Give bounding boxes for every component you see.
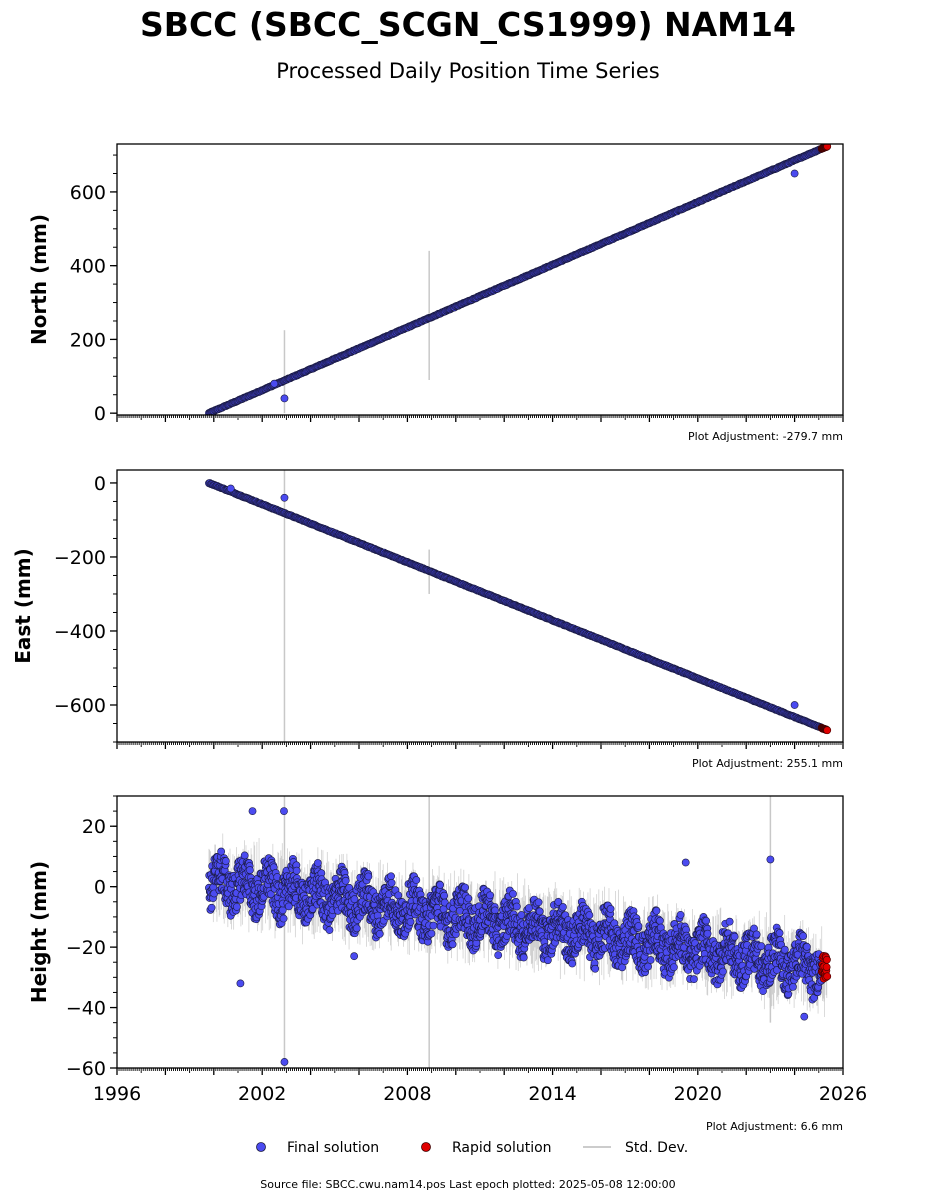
plot-area bbox=[205, 796, 832, 1068]
plot-area bbox=[205, 470, 832, 742]
final-point bbox=[525, 904, 533, 912]
final-point bbox=[790, 169, 799, 178]
final-point bbox=[702, 916, 711, 925]
final-point bbox=[350, 895, 359, 904]
final-point bbox=[486, 891, 494, 900]
final-point bbox=[644, 962, 652, 971]
final-point bbox=[375, 930, 384, 938]
y-tick-label: −600 bbox=[54, 695, 106, 717]
final-point bbox=[280, 493, 289, 502]
plot-area bbox=[205, 144, 832, 415]
plot-adjustment-label: Plot Adjustment: 255.1 mm bbox=[692, 757, 843, 770]
final-point bbox=[703, 929, 712, 938]
final-point bbox=[730, 932, 739, 941]
rapid-point bbox=[823, 726, 832, 735]
final-point bbox=[436, 881, 445, 889]
chart-subtitle: Processed Daily Position Time Series bbox=[276, 59, 660, 83]
final-point bbox=[568, 959, 577, 968]
final-point bbox=[387, 878, 396, 887]
final-point bbox=[535, 907, 544, 916]
final-point bbox=[266, 890, 275, 899]
final-point bbox=[719, 967, 727, 976]
final-point bbox=[341, 876, 350, 885]
final-point bbox=[364, 872, 373, 881]
final-point bbox=[534, 898, 543, 907]
final-point bbox=[509, 889, 517, 898]
y-axis-label: East (mm) bbox=[11, 548, 35, 664]
y-tick-label: −400 bbox=[54, 621, 106, 643]
final-point bbox=[676, 910, 685, 919]
y-tick-label: −200 bbox=[54, 547, 106, 569]
final-point bbox=[690, 975, 698, 984]
final-point bbox=[440, 898, 449, 907]
final-point bbox=[448, 940, 457, 949]
final-point bbox=[440, 891, 449, 900]
final-point bbox=[284, 902, 293, 911]
final-point bbox=[412, 876, 421, 884]
panel-2: 0 −200 −400 −600 East (mm) Plot Adjustment: 2… bbox=[11, 469, 844, 770]
panels-group: 0 200 400 600 North (mm) Plot Adjustment: -27… bbox=[11, 143, 867, 1133]
final-point bbox=[512, 902, 521, 911]
final-point bbox=[461, 883, 469, 892]
y-tick-label: 0 bbox=[94, 403, 106, 425]
final-point bbox=[790, 701, 799, 709]
final-point bbox=[517, 911, 526, 919]
final-point bbox=[226, 484, 235, 493]
final-point bbox=[270, 379, 279, 388]
final-point bbox=[292, 866, 301, 875]
final-point bbox=[554, 898, 563, 906]
y-tick-label: 600 bbox=[70, 182, 106, 204]
chart-title: SBCC (SBCC_SCGN_CS1999) NAM14 bbox=[140, 5, 796, 44]
final-point bbox=[232, 902, 241, 911]
final-point bbox=[464, 894, 473, 903]
y-tick-label: 400 bbox=[70, 256, 106, 278]
final-point bbox=[559, 903, 567, 911]
final-point bbox=[519, 953, 528, 962]
final-point bbox=[669, 963, 678, 972]
final-point bbox=[387, 872, 395, 881]
final-point bbox=[217, 847, 226, 856]
final-point bbox=[207, 903, 216, 912]
y-axis-label: North (mm) bbox=[27, 214, 51, 345]
final-point bbox=[585, 911, 594, 920]
final-point bbox=[280, 394, 289, 403]
final-point bbox=[279, 914, 288, 923]
final-point bbox=[325, 926, 334, 934]
final-point bbox=[634, 922, 643, 930]
final-point bbox=[221, 857, 230, 865]
final-point bbox=[656, 916, 664, 925]
final-point bbox=[494, 951, 503, 960]
plot-frame bbox=[116, 469, 844, 743]
final-point bbox=[427, 929, 436, 938]
final-point bbox=[406, 917, 415, 926]
plot-adjustment-label: Plot Adjustment: -279.7 mm bbox=[688, 430, 843, 443]
y-tick-label: 0 bbox=[94, 473, 106, 495]
y-tick-label: 200 bbox=[70, 329, 106, 351]
final-point bbox=[240, 851, 249, 860]
panel-1: 0 200 400 600 North (mm) Plot Adjustment: -27… bbox=[27, 143, 844, 443]
final-point bbox=[591, 964, 600, 973]
final-point bbox=[543, 956, 552, 965]
final-point bbox=[429, 921, 438, 930]
final-point bbox=[313, 859, 322, 867]
rapid-point bbox=[823, 144, 832, 151]
final-point bbox=[352, 924, 361, 933]
final-point bbox=[725, 917, 734, 926]
final-point bbox=[646, 956, 655, 964]
final-point bbox=[246, 866, 254, 874]
final-point bbox=[652, 906, 661, 915]
final-point bbox=[606, 905, 615, 913]
